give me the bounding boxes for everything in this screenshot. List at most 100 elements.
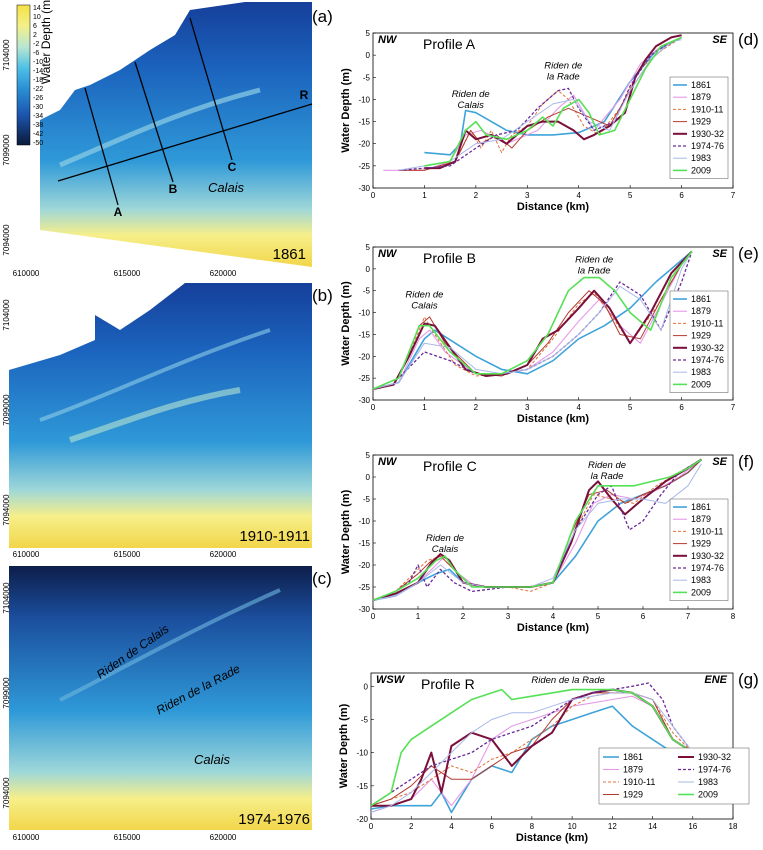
- x-tick-b-2: 620000: [210, 550, 237, 559]
- legend-entry: 1910-11: [691, 104, 723, 114]
- direction-label-left: NW: [378, 456, 398, 468]
- y-tick-label: 5: [366, 29, 371, 38]
- x-tick-label: 0: [371, 612, 376, 621]
- legend-entry: 1861: [691, 502, 711, 512]
- y-tick-label: -25: [358, 162, 370, 171]
- colorbar-title: Water Depth (m): [39, 0, 53, 84]
- panel-label: (e): [738, 244, 759, 263]
- chart-d: 0 1 2 3 4 5 6 7 5 0 -5 -10 -15 -20 -25 -30 Distance (km)…: [340, 29, 759, 213]
- y-tick-label: -10: [356, 749, 368, 758]
- series-line-1974-76: [398, 36, 682, 171]
- series-line-1910-11: [372, 458, 702, 601]
- chart-g: 0 2 4 6 8 10 12 14 16 18 0 -5 -10 -15 -20 Distance (km)…: [338, 670, 759, 844]
- colorbar-tick-label: 10: [33, 14, 41, 21]
- colorbar-tick-label: -22: [33, 86, 43, 93]
- x-tick-label: 0: [371, 191, 376, 200]
- chart-title: Profile C: [423, 458, 477, 474]
- y-tick-label: -10: [358, 95, 370, 104]
- x-tick-label: 18: [729, 822, 738, 831]
- x-tick-label: 1: [416, 612, 421, 621]
- bathymetry-area-a: [40, 2, 312, 267]
- legend-entry: 1929: [691, 117, 711, 127]
- colorbar-tick-label: -42: [33, 131, 43, 138]
- y-axis-label: Water Depth (m): [340, 68, 352, 153]
- y-tick-label: -15: [358, 539, 370, 548]
- y-tick-label: 0: [366, 473, 371, 482]
- y-tick-label: -20: [358, 140, 370, 149]
- x-tick-a-1: 615000: [114, 269, 141, 278]
- profile-label-B: B: [169, 182, 178, 196]
- x-tick-label: 6: [679, 403, 684, 412]
- legend-entry: 1929: [691, 331, 711, 341]
- legend: 1861 1879 1910-11 1929 1930-32 1974-76 1983 200…: [669, 290, 729, 393]
- place-label-calais-c: Calais: [194, 752, 231, 767]
- y-tick-c-2: 7094000: [2, 777, 11, 809]
- profile-line-A: [84, 87, 119, 206]
- profile-charts: 0 1 2 3 4 5 6 7 5 0 -5 -10 -15 -20 -25 -30 Distance (km)…: [338, 29, 759, 844]
- series-line-1983: [370, 692, 713, 813]
- colorbar-tick-label: 14: [33, 5, 41, 12]
- legend-box: [669, 498, 729, 601]
- legend-entry: 2009: [698, 790, 718, 800]
- x-tick-label: 3: [525, 403, 530, 412]
- y-tick-label: 5: [366, 451, 371, 460]
- map-panel-a: Water Depth (m) 14 10 6 2 -2 -6 -10 -14 -18 -22 -2…: [2, 0, 333, 278]
- direction-label-right: ENE: [704, 674, 727, 686]
- x-tick-label: 2: [474, 191, 479, 200]
- x-tick-b-0: 610000: [13, 550, 40, 559]
- x-axis-label: Distance (km): [517, 201, 589, 213]
- colorbar-tick-label: -38: [33, 122, 43, 129]
- series-line-1930-32: [372, 250, 693, 391]
- legend-entry: 2009: [691, 165, 711, 175]
- x-tick-label: 3: [506, 612, 511, 621]
- y-tick-a-2: 7094000: [2, 224, 11, 256]
- y-tick-label: -5: [361, 715, 369, 724]
- y-tick-label: -10: [358, 517, 370, 526]
- panel-label: (f): [738, 452, 754, 471]
- legend: 1861 1879 1910-11 1929 1930-32 1974-76 1983 200…: [598, 747, 750, 805]
- colorbar-tick-label: -2: [33, 41, 39, 48]
- legend: 1861 1879 1910-11 1929 1930-32 1974-76 1983 200…: [669, 498, 729, 601]
- map-year-b: 1910-1911: [239, 528, 310, 545]
- riden-ridge-c: [59, 588, 281, 702]
- legend-entry: 1879: [691, 306, 711, 316]
- legend-box: [598, 747, 750, 805]
- y-tick-label: -30: [358, 605, 370, 614]
- y-axis-label: Water Depth (m): [340, 489, 352, 574]
- x-tick-label: 7: [686, 612, 691, 621]
- legend-entry: 1910-11: [691, 318, 723, 328]
- colorbar-tick-label: -6: [33, 50, 39, 57]
- series-line-2009: [370, 688, 714, 807]
- x-tick-label: 3: [525, 191, 530, 200]
- y-tick-label: -10: [358, 309, 370, 318]
- x-tick-label: 2: [409, 822, 414, 831]
- series-line-1879: [372, 251, 693, 390]
- y-axis-label: Water Depth (m): [338, 703, 350, 788]
- x-tick-a-2: 620000: [210, 269, 237, 278]
- legend-box: [669, 290, 729, 393]
- series-line-1974-76: [370, 682, 714, 807]
- x-tick-label: 5: [628, 191, 633, 200]
- legend-entry: 1879: [691, 514, 711, 524]
- series-line-1929: [372, 251, 693, 390]
- profile-label-A: A: [114, 205, 123, 219]
- x-tick-label: 16: [688, 822, 697, 831]
- panel-label-b: (b): [312, 286, 333, 305]
- x-tick-label: 4: [551, 612, 556, 621]
- y-tick-a-0: 7104000: [2, 39, 11, 71]
- legend-entry: 1929: [623, 790, 643, 800]
- y-tick-label: -15: [356, 782, 368, 791]
- colorbar-tick-label: -26: [33, 95, 43, 102]
- legend-entry: 1879: [623, 765, 643, 775]
- rade-ridge-b: [69, 387, 241, 443]
- panel-label: (d): [738, 30, 759, 49]
- map-year-a: 1861: [273, 246, 306, 263]
- x-tick-label: 5: [628, 403, 633, 412]
- colorbar-tick-label: -30: [33, 104, 43, 111]
- bathymetry-area-c: [9, 566, 312, 830]
- annotation: Riden de Calais: [452, 89, 490, 111]
- x-tick-label: 0: [371, 403, 376, 412]
- y-tick-label: -20: [358, 561, 370, 570]
- series-line-1983: [372, 463, 702, 601]
